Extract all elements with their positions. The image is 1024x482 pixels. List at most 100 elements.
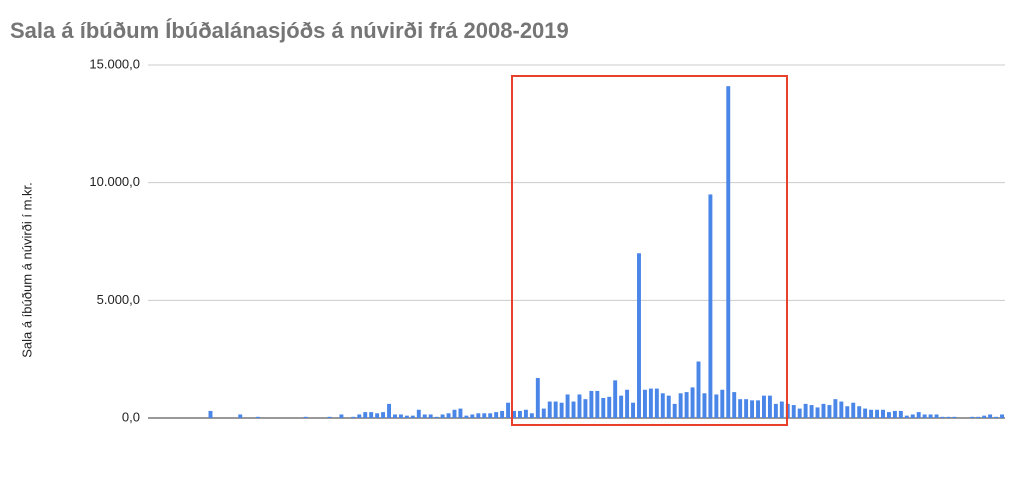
y-tick-label: 15.000,0	[89, 56, 140, 71]
bar	[696, 361, 701, 418]
bar	[381, 412, 386, 418]
bar	[357, 414, 362, 418]
bar	[393, 414, 397, 418]
bar	[910, 414, 915, 418]
bar	[660, 393, 665, 418]
plot-area: 0,0 5.000,0 10.000,0 15.000,0	[89, 56, 1005, 424]
bar	[369, 412, 374, 418]
bar	[1000, 414, 1004, 418]
bar	[506, 402, 511, 418]
bar	[767, 395, 772, 418]
bar	[815, 407, 820, 418]
bar	[863, 408, 868, 418]
bar	[827, 405, 832, 418]
bar	[916, 412, 921, 418]
bar	[762, 395, 766, 418]
bar	[666, 395, 671, 418]
bar	[904, 415, 909, 418]
bar	[869, 409, 874, 418]
bar	[398, 414, 403, 418]
bar	[428, 414, 433, 418]
bar	[619, 395, 624, 418]
bar	[940, 416, 945, 418]
bar	[922, 414, 927, 418]
bar	[625, 389, 630, 418]
bar	[476, 413, 481, 418]
bar	[750, 400, 755, 418]
bar	[482, 413, 487, 418]
bar	[714, 394, 719, 418]
bar	[631, 402, 636, 418]
y-tick-label: 0,0	[122, 409, 140, 424]
bar	[857, 406, 862, 418]
y-tick-label: 5.000,0	[97, 292, 140, 307]
bar	[458, 408, 463, 418]
bar	[565, 394, 570, 418]
bar	[494, 412, 499, 418]
bar	[559, 402, 564, 418]
bar	[523, 409, 528, 418]
bar	[601, 397, 606, 418]
bar	[303, 416, 308, 418]
bar	[881, 409, 885, 418]
bar	[821, 403, 826, 418]
bar	[404, 415, 409, 418]
bar	[452, 409, 457, 418]
bar	[446, 413, 451, 418]
bar	[678, 393, 683, 418]
bar	[720, 389, 725, 418]
bar	[946, 416, 951, 418]
bar	[387, 403, 391, 418]
bar	[488, 413, 493, 418]
bar	[470, 414, 475, 418]
bar	[500, 410, 505, 418]
highlight-box	[511, 75, 788, 426]
bar	[571, 401, 576, 418]
bar	[672, 403, 677, 418]
bar	[934, 414, 939, 418]
bar	[726, 86, 731, 419]
bar	[416, 409, 421, 418]
bar	[833, 399, 838, 418]
bar	[732, 392, 737, 418]
bar	[994, 416, 999, 418]
bar	[256, 416, 261, 418]
bar	[756, 400, 760, 418]
bar	[541, 408, 546, 418]
bar	[434, 416, 439, 418]
bar	[535, 377, 540, 418]
bar	[637, 253, 641, 418]
bar	[613, 380, 618, 418]
bar	[797, 408, 802, 418]
bar	[892, 410, 897, 418]
bar	[690, 387, 695, 418]
bar	[738, 399, 743, 418]
bar	[988, 414, 993, 418]
bar	[607, 396, 612, 418]
bar	[982, 415, 987, 418]
bar	[952, 416, 957, 418]
bar	[208, 410, 213, 418]
bar	[809, 405, 814, 418]
bar	[553, 401, 558, 418]
bar	[547, 401, 552, 418]
y-tick-label: 10.000,0	[89, 174, 140, 189]
bar	[351, 416, 356, 418]
bar	[238, 414, 243, 418]
bar	[440, 414, 445, 418]
bar	[684, 392, 689, 418]
bar	[970, 416, 975, 418]
bar	[410, 415, 415, 418]
bar	[642, 389, 647, 418]
bar	[375, 413, 380, 418]
bar	[595, 390, 600, 418]
bar	[886, 412, 891, 418]
bar	[339, 414, 344, 418]
bar	[928, 414, 933, 418]
bar	[648, 388, 653, 418]
bar	[589, 390, 594, 418]
bar	[702, 393, 707, 418]
bar	[803, 403, 808, 418]
bar	[791, 405, 796, 418]
